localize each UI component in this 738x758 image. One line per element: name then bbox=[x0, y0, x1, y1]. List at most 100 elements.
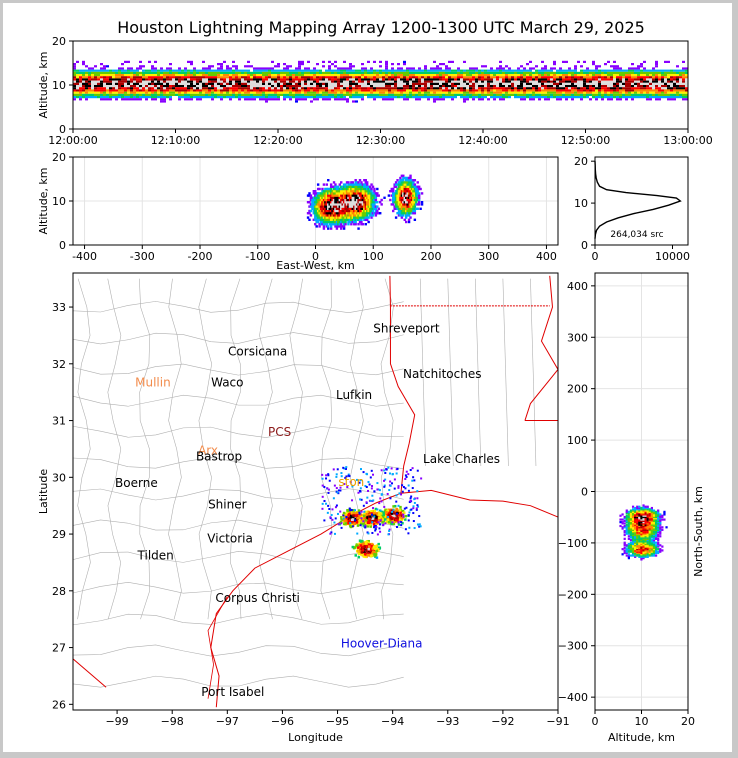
density-pixel bbox=[342, 209, 346, 213]
density-pixel bbox=[568, 85, 571, 88]
density-pixel bbox=[399, 203, 402, 206]
density-pixel bbox=[400, 71, 403, 74]
density-pixel bbox=[338, 187, 341, 191]
density-pixel bbox=[499, 96, 502, 99]
density-pixel bbox=[226, 85, 229, 88]
density-pixel bbox=[673, 96, 676, 99]
density-pixel bbox=[353, 196, 356, 199]
density-pixel bbox=[124, 87, 127, 90]
density-pixel bbox=[115, 91, 118, 94]
density-pixel bbox=[348, 194, 352, 197]
density-pixel bbox=[394, 89, 397, 92]
density-pixel bbox=[341, 194, 344, 197]
density-pixel bbox=[154, 67, 157, 70]
density-pixel bbox=[358, 71, 361, 74]
density-pixel bbox=[118, 93, 121, 96]
density-pixel bbox=[511, 71, 514, 74]
density-pixel bbox=[331, 194, 334, 197]
density-pixel bbox=[592, 82, 595, 85]
density-pixel bbox=[199, 76, 202, 79]
density-pixel bbox=[130, 89, 133, 92]
density-pixel bbox=[346, 93, 349, 96]
density-pixel bbox=[220, 96, 223, 99]
density-pixel bbox=[91, 67, 94, 70]
density-pixel bbox=[363, 207, 366, 210]
density-pixel bbox=[178, 98, 181, 101]
density-pixel bbox=[91, 96, 94, 99]
density-pixel bbox=[344, 183, 347, 186]
density-pixel bbox=[601, 91, 604, 94]
density-pixel bbox=[160, 80, 163, 83]
density-pixel bbox=[397, 196, 401, 199]
density-pixel bbox=[328, 91, 331, 94]
density-pixel bbox=[355, 190, 359, 193]
density-pixel bbox=[363, 212, 366, 215]
density-pixel bbox=[374, 521, 377, 525]
density-pixel bbox=[526, 93, 529, 96]
density-pixel bbox=[130, 76, 133, 79]
density-pixel bbox=[295, 98, 298, 101]
density-pixel bbox=[342, 198, 346, 202]
density-pixel bbox=[655, 60, 658, 63]
density-pixel bbox=[325, 209, 329, 213]
density-pixel bbox=[583, 91, 586, 94]
density-pixel bbox=[427, 74, 430, 77]
density-pixel bbox=[166, 96, 169, 99]
density-pixel bbox=[592, 93, 595, 96]
density-pixel bbox=[451, 93, 454, 96]
density-pixel bbox=[321, 190, 324, 193]
density-pixel bbox=[664, 82, 667, 85]
density-pixel bbox=[328, 98, 331, 101]
density-pixel bbox=[544, 91, 547, 94]
density-pixel bbox=[363, 209, 366, 213]
density-pixel bbox=[646, 82, 649, 85]
density-pixel bbox=[357, 198, 360, 202]
density-pixel bbox=[351, 209, 354, 213]
density-pixel bbox=[232, 74, 235, 77]
density-pixel bbox=[142, 93, 145, 96]
density-pixel bbox=[324, 207, 327, 210]
density-pixel bbox=[340, 69, 343, 72]
density-pixel bbox=[202, 91, 205, 94]
density-pixel bbox=[385, 87, 388, 90]
density-pixel bbox=[232, 80, 235, 83]
density-pixel bbox=[344, 185, 347, 188]
density-pixel bbox=[344, 207, 347, 210]
density-pixel bbox=[223, 96, 226, 99]
density-pixel bbox=[544, 87, 547, 90]
density-pixel bbox=[151, 76, 154, 79]
density-pixel bbox=[94, 96, 97, 99]
density-pixel bbox=[85, 91, 88, 94]
county-border bbox=[168, 278, 182, 620]
density-pixel bbox=[490, 74, 493, 77]
density-pixel bbox=[193, 80, 196, 83]
density-pixel bbox=[399, 194, 402, 197]
density-pixel bbox=[433, 89, 436, 92]
density-pixel bbox=[532, 91, 535, 94]
density-pixel bbox=[295, 85, 298, 88]
density-pixel bbox=[393, 192, 396, 195]
density-pixel bbox=[574, 74, 577, 77]
density-pixel bbox=[379, 515, 382, 518]
density-pixel bbox=[586, 87, 589, 90]
density-pixel bbox=[348, 185, 352, 188]
density-pixel bbox=[247, 91, 250, 94]
density-pixel bbox=[211, 85, 214, 88]
density-pixel bbox=[463, 76, 466, 79]
density-pixel bbox=[655, 80, 658, 83]
density-pixel bbox=[380, 198, 383, 202]
density-pixel bbox=[354, 212, 357, 215]
density-pixel bbox=[361, 514, 365, 518]
density-pixel bbox=[337, 207, 340, 210]
density-pixel bbox=[628, 87, 631, 90]
parish-border bbox=[475, 278, 482, 466]
density-pixel bbox=[347, 183, 350, 186]
density-pixel bbox=[238, 76, 241, 79]
density-pixel bbox=[366, 214, 369, 217]
density-pixel bbox=[631, 93, 634, 96]
density-pixel bbox=[97, 69, 100, 72]
density-pixel bbox=[358, 207, 362, 210]
density-pixel bbox=[313, 93, 316, 96]
density-pixel bbox=[526, 89, 529, 92]
density-pixel bbox=[673, 98, 676, 101]
